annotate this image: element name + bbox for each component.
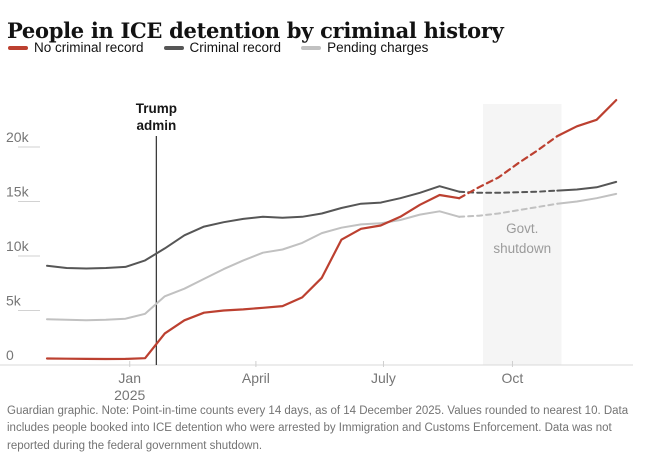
legend-item-no-criminal-record: No criminal record <box>8 40 144 55</box>
x-axis-label: Oct <box>502 370 524 386</box>
y-axis-label: 5k <box>6 293 22 309</box>
legend-label: Pending charges <box>327 40 429 55</box>
line-no-criminal-record <box>45 193 461 361</box>
page-title: People in ICE detention by criminal hist… <box>7 18 504 44</box>
govt-shutdown-label: Govt. <box>506 221 538 236</box>
x-axis-label: Jan <box>118 370 141 386</box>
chart-legend: No criminal record Criminal record Pendi… <box>8 40 428 55</box>
y-axis-label: 20k <box>6 129 30 145</box>
source-note: Guardian graphic. Note: Point-in-time co… <box>7 405 629 452</box>
legend-label: No criminal record <box>34 40 144 55</box>
legend-swatch-lightgray-icon <box>301 45 322 50</box>
legend-item-criminal-record: Criminal record <box>163 40 282 55</box>
legend-swatch-darkgray-icon <box>163 45 184 50</box>
x-axis-label: April <box>242 370 270 386</box>
line-criminal-record <box>556 180 618 192</box>
govt-shutdown-band <box>483 104 562 366</box>
legend-swatch-red-icon <box>8 45 28 50</box>
line-criminal-record <box>46 185 461 270</box>
line-criminal-record-dashed <box>458 189 559 194</box>
legend-label: Criminal record <box>189 40 282 55</box>
line-no-criminal-record-dashed <box>458 135 559 200</box>
govt-shutdown-label: shutdown <box>493 241 551 256</box>
line-pending-charges <box>46 210 461 322</box>
x-axis-label: July <box>371 370 396 386</box>
legend-item-pending-charges: Pending charges <box>301 40 428 55</box>
line-pending-charges-dashed <box>458 202 559 218</box>
y-axis-label: 0 <box>6 347 14 363</box>
trump-admin-label: admin <box>136 118 176 133</box>
y-axis-label: 15k <box>6 184 30 200</box>
trump-admin-label: Trump <box>136 101 177 116</box>
line-pending-charges <box>556 192 618 205</box>
line-no-criminal-record <box>556 98 618 138</box>
x-axis-sublabel: 2025 <box>114 387 145 403</box>
y-axis-label: 10k <box>6 238 30 254</box>
